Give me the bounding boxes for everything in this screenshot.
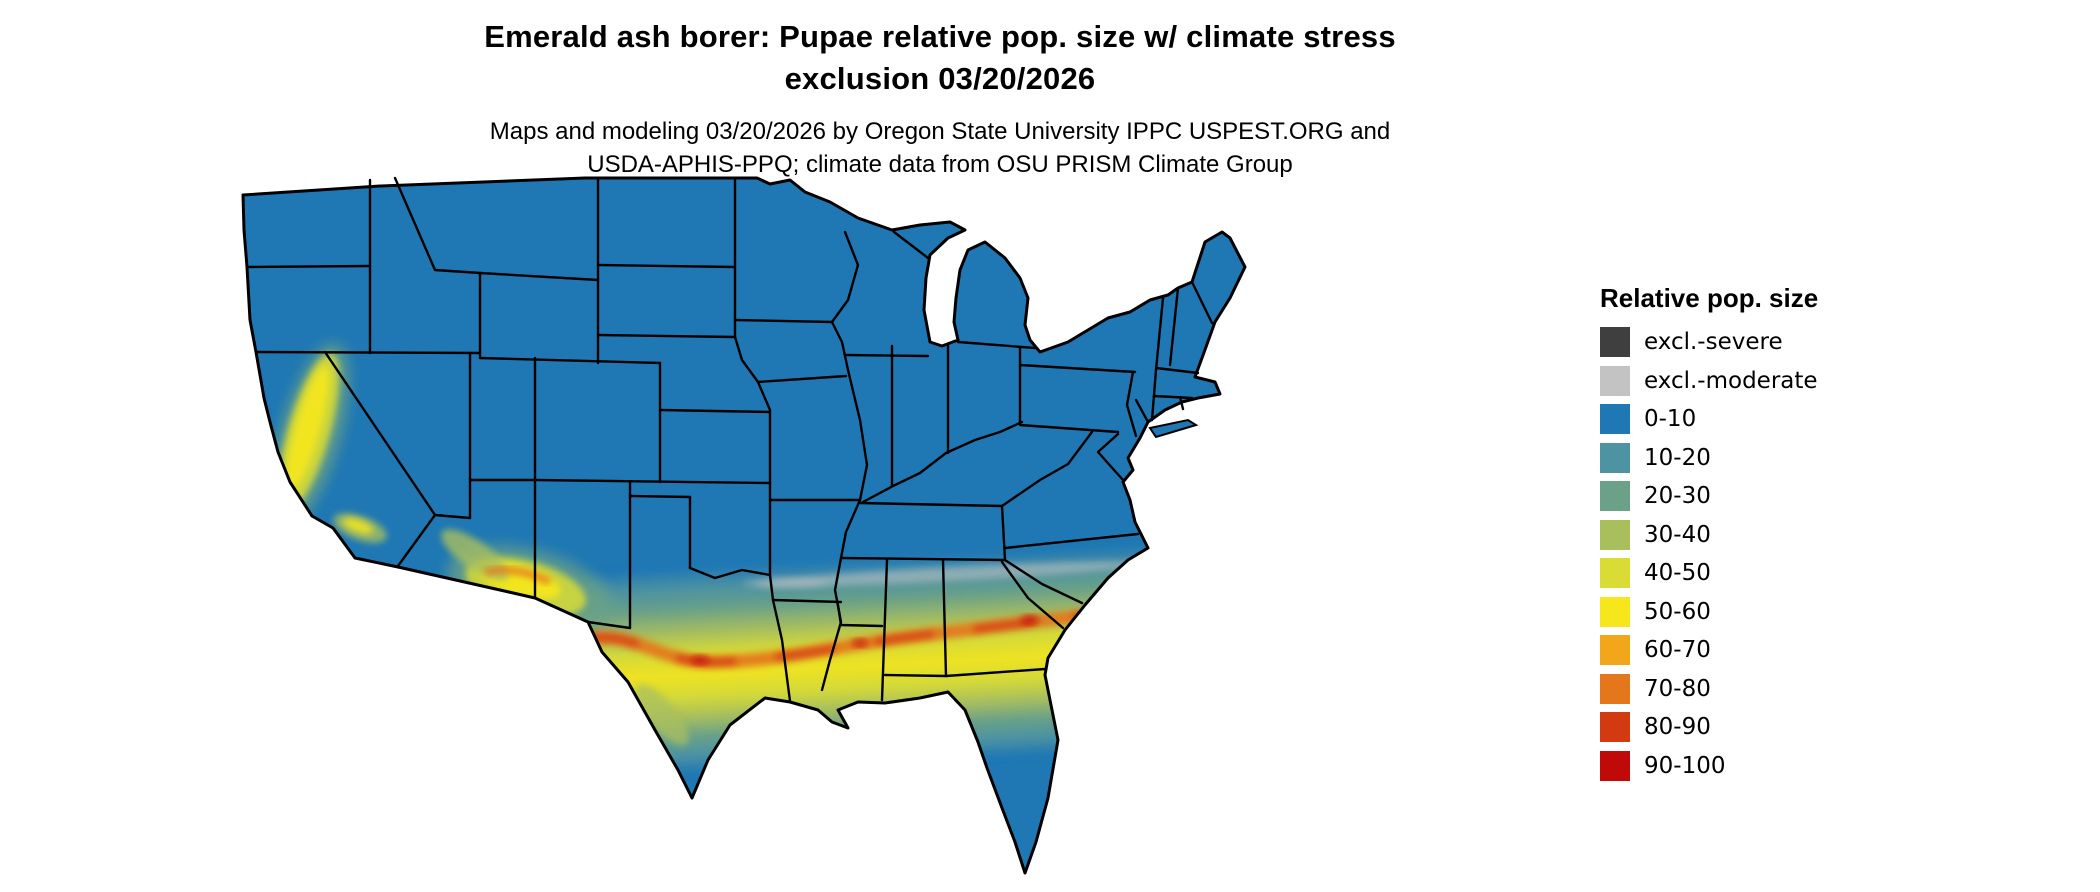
legend-item: 90-100: [1600, 750, 1900, 781]
legend-item: 20-30: [1600, 481, 1900, 511]
page-title-line1: Emerald ash borer: Pupae relative pop. s…: [484, 19, 1396, 54]
legend-swatch-icon: [1600, 596, 1630, 627]
legend-item: excl.-moderate: [1600, 365, 1900, 396]
legend-label: 70-80: [1644, 675, 1711, 702]
red-hotspot: [852, 639, 868, 647]
legend-label: 0-10: [1644, 406, 1697, 432]
legend-swatch-icon: [1600, 558, 1630, 588]
legend-label: 30-40: [1644, 521, 1711, 548]
legend-label: 20-30: [1644, 483, 1711, 509]
legend-item: 10-20: [1600, 442, 1900, 473]
legend-label: 50-60: [1644, 598, 1711, 625]
legend-item: 40-50: [1600, 558, 1900, 588]
legend-title: Relative pop. size: [1600, 283, 1819, 313]
legend-item: 0-10: [1600, 404, 1900, 434]
exclusion-moderate-band: [755, 561, 1145, 587]
legend-label: 90-100: [1644, 752, 1726, 779]
legend-label: 80-90: [1644, 714, 1711, 740]
legend-item: 80-90: [1600, 712, 1900, 742]
arizona-orange-streak: [484, 566, 552, 586]
legend-label: 40-50: [1644, 560, 1711, 586]
legend-swatch-icon: [1600, 635, 1630, 665]
socal-patch-core: [342, 518, 374, 534]
legend-swatch-icon: [1600, 442, 1630, 473]
exclusion-moderate-patch: [743, 578, 827, 588]
orange-arc-core: [579, 611, 1101, 666]
legend-label: 60-70: [1644, 637, 1711, 663]
legend-label: 10-20: [1644, 444, 1711, 471]
legend: Relative pop. size excl.-severe excl.-mod…: [1600, 283, 1900, 789]
legend-item: 70-80: [1600, 673, 1900, 704]
legend-swatch-icon: [1600, 750, 1630, 781]
long-island: [1148, 418, 1199, 439]
population-raster: [243, 178, 1245, 873]
header: Emerald ash borer: Pupae relative pop. s…: [0, 16, 1880, 181]
us-map-svg: [241, 176, 1247, 875]
south-texas-patch: [635, 684, 689, 746]
legend-swatch-icon: [1600, 519, 1630, 550]
legend-label: excl.-moderate: [1644, 367, 1818, 394]
legend-swatch-icon: [1600, 712, 1630, 742]
legend-item: 60-70: [1600, 635, 1900, 665]
population-gradient-band: [525, 543, 1180, 782]
legend-swatch-icon: [1600, 404, 1630, 434]
legend-swatch-icon: [1600, 673, 1630, 704]
legend-swatch-icon: [1600, 365, 1630, 396]
page-title-line2: exclusion 03/20/2026: [784, 60, 1096, 96]
base-fill: [243, 178, 1245, 873]
us-nation-outline: [241, 176, 1247, 875]
legend-items: excl.-severe excl.-moderate 0-10 10-20 20-30…: [1600, 327, 1900, 781]
legend-swatch-icon: [1600, 481, 1630, 511]
red-hotspot: [1021, 616, 1039, 624]
legend-swatch-icon: [1600, 327, 1630, 357]
subtitle: Maps and modeling 03/20/2026 by Oregon S…: [0, 115, 1880, 181]
legend-item: 30-40: [1600, 519, 1900, 550]
subtitle-line2: USDA-APHIS-PPQ; climate data from OSU PR…: [587, 151, 1293, 179]
legend-label: excl.-severe: [1644, 329, 1783, 355]
legend-item: 50-60: [1600, 596, 1900, 627]
us-map: [230, 170, 1260, 890]
red-hotspot: [691, 656, 709, 664]
state-borders: [245, 176, 1214, 703]
subtitle-line1: Maps and modeling 03/20/2026 by Oregon S…: [489, 118, 1391, 146]
legend-item: excl.-severe: [1600, 327, 1900, 357]
